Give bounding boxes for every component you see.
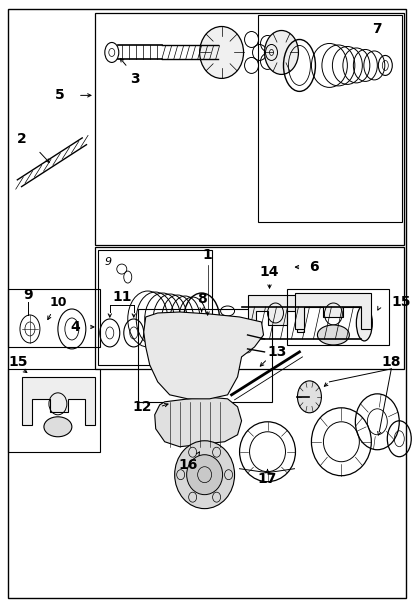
Text: 16: 16 (178, 458, 198, 472)
Bar (138, 309, 271, 402)
Bar (95, 247, 404, 369)
Text: 2: 2 (17, 132, 27, 146)
Bar (98, 250, 212, 365)
Ellipse shape (175, 441, 234, 509)
Ellipse shape (317, 325, 349, 345)
Text: 13: 13 (268, 345, 287, 359)
Text: 17: 17 (258, 472, 277, 486)
Bar (258, 15, 402, 222)
Text: 8: 8 (197, 292, 207, 306)
Text: 5: 5 (55, 89, 65, 103)
Ellipse shape (180, 333, 216, 377)
Polygon shape (295, 293, 371, 329)
Polygon shape (144, 312, 264, 399)
Ellipse shape (264, 30, 298, 75)
Text: 12: 12 (132, 400, 151, 414)
Bar (95, 13, 404, 245)
Text: 9: 9 (23, 288, 33, 302)
Text: 18: 18 (381, 355, 401, 369)
Text: 4: 4 (70, 320, 80, 334)
Ellipse shape (44, 417, 72, 437)
Ellipse shape (166, 317, 229, 393)
Text: 1: 1 (203, 248, 212, 262)
Ellipse shape (298, 381, 321, 413)
Text: 11: 11 (112, 290, 132, 304)
Bar (288, 289, 389, 345)
Text: 15: 15 (8, 355, 27, 369)
Text: 10: 10 (49, 296, 67, 308)
Ellipse shape (200, 27, 244, 78)
Text: 9: 9 (105, 257, 112, 267)
Text: 6: 6 (310, 260, 319, 274)
Polygon shape (248, 295, 305, 332)
Ellipse shape (356, 305, 372, 341)
Text: 3: 3 (130, 72, 139, 86)
Text: 15: 15 (391, 295, 411, 309)
Ellipse shape (187, 455, 222, 495)
Bar (8, 369, 100, 452)
Bar (8, 289, 100, 347)
Text: 14: 14 (260, 265, 279, 279)
Polygon shape (22, 377, 95, 425)
Polygon shape (155, 397, 242, 447)
Text: 7: 7 (373, 22, 382, 36)
